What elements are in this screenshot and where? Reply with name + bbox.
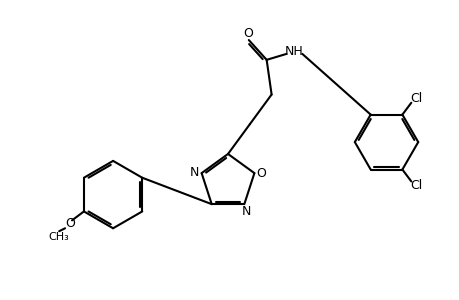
Text: NH: NH — [285, 45, 303, 58]
Text: N: N — [241, 205, 251, 218]
Text: CH₃: CH₃ — [48, 232, 69, 242]
Text: Cl: Cl — [409, 92, 421, 105]
Text: O: O — [65, 217, 75, 230]
Text: O: O — [242, 27, 252, 40]
Text: N: N — [190, 166, 199, 178]
Text: Cl: Cl — [409, 179, 421, 192]
Text: O: O — [256, 167, 266, 180]
